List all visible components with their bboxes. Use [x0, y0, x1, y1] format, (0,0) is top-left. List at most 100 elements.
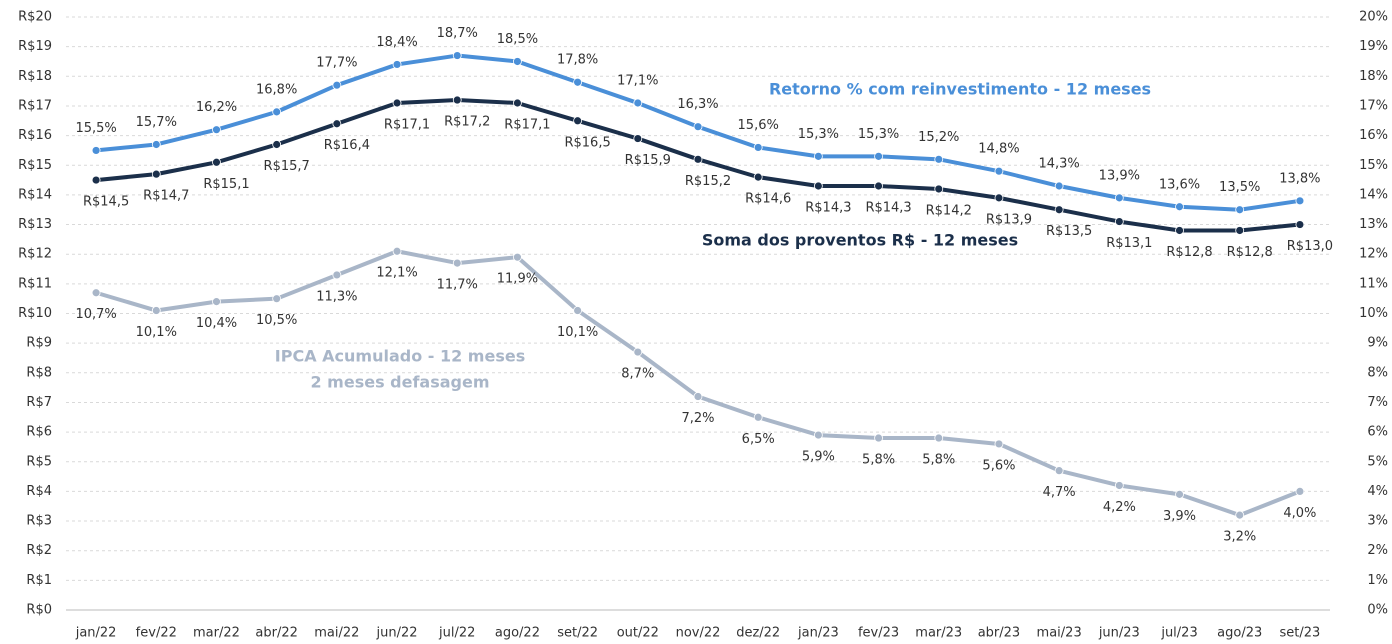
value-label: R$14,6 — [745, 192, 791, 207]
point — [272, 140, 282, 149]
y2-tick-label: 5% — [1367, 454, 1388, 469]
y2-tick-label: 3% — [1367, 514, 1388, 529]
value-label: 14,3% — [1038, 157, 1079, 172]
y-tick-label: R$9 — [26, 336, 52, 351]
value-label: 18,5% — [497, 32, 538, 47]
y-tick-label: R$13 — [18, 217, 52, 232]
value-label: 4,2% — [1103, 500, 1136, 515]
y2-tick-label: 8% — [1367, 365, 1388, 380]
point — [1114, 193, 1124, 203]
x-tick-label: fev/22 — [136, 626, 177, 641]
y2-tick-label: 19% — [1359, 39, 1388, 54]
x-tick-label: nov/22 — [676, 626, 721, 641]
value-label: R$15,1 — [203, 177, 249, 192]
y2-tick-label: 18% — [1359, 69, 1388, 84]
point — [994, 439, 1004, 449]
value-label: 3,2% — [1223, 530, 1256, 545]
point — [1295, 196, 1305, 206]
value-label: 13,6% — [1159, 177, 1200, 192]
point — [1175, 226, 1184, 235]
value-label: 6,5% — [742, 432, 775, 447]
point — [1295, 220, 1305, 229]
series-label: Retorno % com reinvestimento - 12 meses — [769, 80, 1151, 99]
y-tick-label: R$2 — [26, 543, 52, 558]
value-label: 11,9% — [497, 272, 538, 287]
point — [934, 154, 944, 164]
point — [1054, 181, 1064, 191]
value-label: 15,3% — [858, 127, 899, 142]
y-tick-label: R$10 — [18, 306, 52, 321]
x-tick-label: jun/22 — [376, 626, 418, 641]
point — [452, 95, 462, 105]
value-label: 15,5% — [75, 121, 116, 136]
y-tick-label: R$18 — [18, 69, 52, 84]
x-tick-label: ago/23 — [1217, 626, 1262, 641]
value-label: 11,7% — [437, 278, 478, 293]
y2-tick-label: 11% — [1359, 276, 1388, 291]
value-label: 13,5% — [1219, 180, 1260, 195]
value-label: 11,3% — [316, 289, 357, 304]
point — [994, 193, 1004, 203]
y-tick-label: R$5 — [26, 454, 52, 469]
point — [633, 347, 643, 357]
x-tick-label: set/23 — [1280, 626, 1321, 641]
x-tick-label: jan/23 — [797, 626, 839, 641]
value-label: 13,8% — [1279, 171, 1320, 186]
value-label: 17,7% — [316, 56, 357, 71]
value-label: 4,7% — [1043, 485, 1076, 500]
point — [151, 169, 161, 179]
point — [1175, 489, 1184, 499]
point — [392, 60, 402, 69]
point — [1114, 217, 1124, 226]
value-label: R$13,9 — [986, 212, 1032, 227]
point — [1295, 486, 1305, 496]
x-tick-label: ago/22 — [495, 626, 540, 641]
y-tick-label: R$15 — [18, 158, 52, 173]
y2-tick-label: 14% — [1359, 187, 1388, 202]
y2-tick-label: 13% — [1359, 217, 1388, 232]
y-tick-label: R$7 — [26, 395, 52, 410]
value-label: 15,6% — [738, 118, 779, 133]
value-label: 15,3% — [798, 127, 839, 142]
value-label: 16,8% — [256, 82, 297, 97]
point — [151, 140, 161, 149]
value-label: 10,7% — [75, 307, 116, 322]
value-label: 16,3% — [677, 97, 718, 112]
point — [874, 433, 883, 443]
value-label: R$14,7 — [143, 189, 189, 204]
point — [1114, 481, 1124, 490]
value-label: 8,7% — [621, 367, 654, 382]
point — [994, 166, 1004, 176]
point — [813, 430, 823, 440]
point — [513, 252, 522, 262]
point — [693, 154, 703, 164]
point — [693, 392, 703, 401]
y2-tick-label: 17% — [1359, 98, 1388, 113]
point — [513, 57, 522, 66]
value-label: 10,5% — [256, 313, 297, 328]
point — [874, 151, 883, 161]
value-label: R$17,2 — [444, 115, 490, 130]
point — [332, 119, 342, 129]
point — [1235, 510, 1245, 520]
point — [272, 107, 282, 117]
point — [874, 181, 883, 191]
point — [934, 433, 944, 443]
x-tick-label: mai/22 — [314, 626, 359, 641]
value-label: 4,0% — [1283, 506, 1316, 521]
y-tick-label: R$12 — [18, 247, 52, 262]
y2-tick-label: 10% — [1359, 306, 1388, 321]
point — [513, 98, 522, 108]
value-label: 17,1% — [617, 73, 658, 88]
y2-tick-label: 15% — [1359, 158, 1388, 173]
point — [392, 246, 402, 256]
y2-tick-label: 4% — [1367, 484, 1388, 499]
value-label: R$13,1 — [1106, 236, 1152, 251]
point — [151, 306, 161, 315]
y-tick-label: R$11 — [18, 276, 52, 291]
y-tick-label: R$20 — [18, 10, 52, 25]
y-tick-label: R$0 — [26, 603, 52, 618]
point — [332, 270, 342, 280]
value-label: 17,8% — [557, 53, 598, 68]
value-label: R$17,1 — [504, 117, 550, 132]
